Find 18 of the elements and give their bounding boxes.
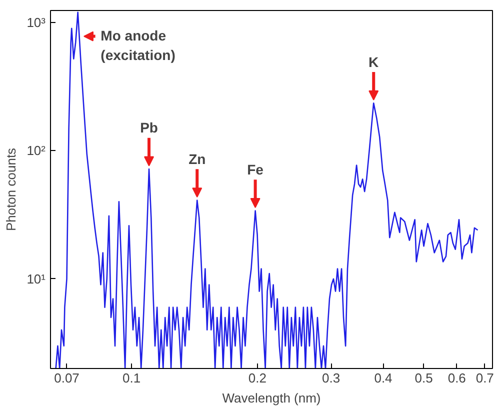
annotation: Zn [188,150,206,167]
y-tick-label: 10¹ [26,271,46,286]
x-tick-label: 0.3 [322,370,340,386]
annotation: Pb [140,120,158,136]
x-tick-label: 0.6 [448,370,466,386]
annotation: Fe [247,161,264,178]
annotation: Mo anode (excitation) [100,28,176,63]
x-tick-label: 0.1 [122,370,141,386]
x-tick-label: 0.2 [248,370,266,386]
y-tick-label: 10³ [26,14,46,30]
y-axis-title: Photon counts [4,147,19,232]
x-tick-label: 0.4 [374,370,392,386]
x-axis-title: Wavelength (nm) [222,390,321,406]
x-tick-label: 0.5 [414,370,433,386]
y-tick-label: 10² [26,143,46,158]
x-tick-label: 0.7 [476,370,494,386]
x-tick-label: 0.07 [54,370,80,386]
annotation: K [368,54,379,70]
